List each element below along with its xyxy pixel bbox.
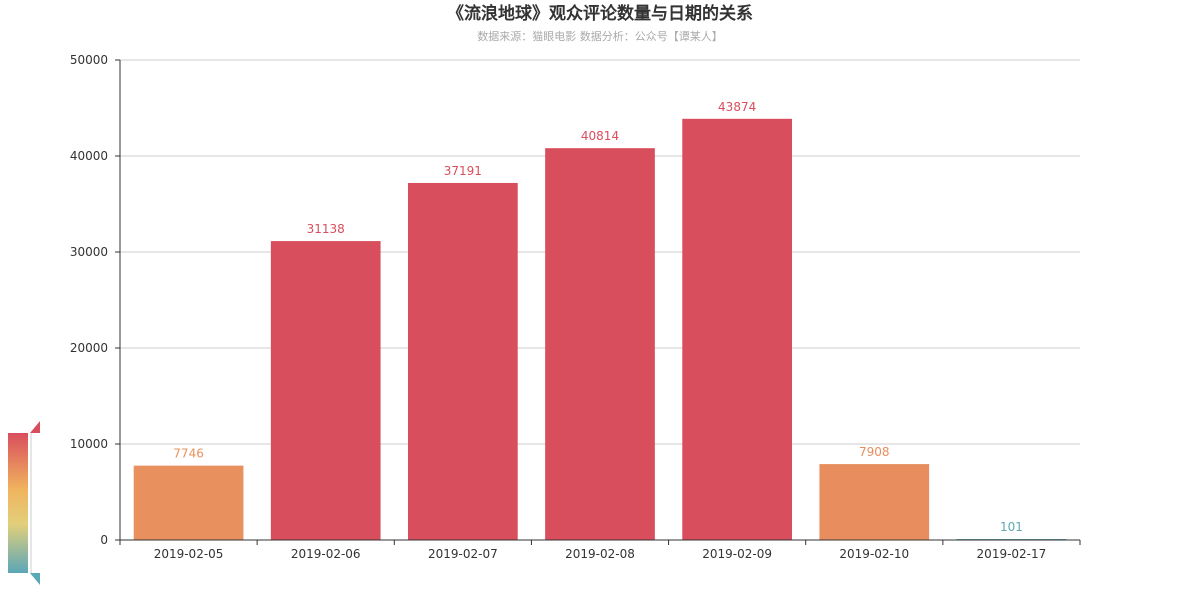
visual-map-legend[interactable] (8, 421, 40, 585)
visual-map-bottom-handle[interactable] (30, 573, 40, 585)
bar[interactable] (133, 465, 244, 540)
bar-value-label: 7908 (859, 445, 890, 459)
bar-value-label: 7746 (173, 447, 204, 461)
y-tick-label: 30000 (70, 245, 108, 259)
bar-value-label: 37191 (444, 164, 482, 178)
x-tick-label: 2019-02-07 (428, 547, 498, 561)
bar[interactable] (819, 464, 930, 540)
x-axis-labels: 2019-02-05 2019-02-06 2019-02-07 2019-02-08… (154, 547, 1047, 561)
chart-subtitle: 数据来源：猫眼电影 数据分析：公众号【谭某人】 (477, 30, 723, 43)
x-tick-label: 2019-02-09 (702, 547, 772, 561)
x-tick-label: 2019-02-10 (839, 547, 909, 561)
bar-value-label: 40814 (581, 129, 619, 143)
y-tick-label: 0 (100, 533, 108, 547)
x-tick-label: 2019-02-06 (291, 547, 361, 561)
bar[interactable] (545, 148, 655, 540)
visual-map-top-handle[interactable] (30, 421, 40, 433)
bar-value-label: 101 (1000, 520, 1023, 534)
x-tick-label: 2019-02-05 (154, 547, 224, 561)
bar[interactable] (682, 118, 792, 540)
x-tick-label: 2019-02-17 (977, 547, 1047, 561)
bars (133, 118, 1067, 541)
y-tick-label: 40000 (70, 149, 108, 163)
bar-value-label: 31138 (307, 222, 345, 236)
y-tick-label: 20000 (70, 341, 108, 355)
bar[interactable] (408, 182, 518, 540)
y-tick-label: 50000 (70, 53, 108, 67)
y-tick-label: 10000 (70, 437, 108, 451)
visual-map-gradient-bar[interactable] (8, 433, 28, 573)
axes (119, 60, 1081, 545)
x-tick-label: 2019-02-08 (565, 547, 635, 561)
y-axis-labels: 0 10000 20000 30000 40000 50000 (70, 53, 108, 547)
chart-title: 《流浪地球》观众评论数量与日期的关系 (447, 4, 753, 24)
bar[interactable] (270, 241, 381, 540)
bar-value-labels: 7746 31138 37191 40814 43874 7908 101 (173, 100, 1023, 534)
bar-value-label: 43874 (718, 100, 756, 114)
